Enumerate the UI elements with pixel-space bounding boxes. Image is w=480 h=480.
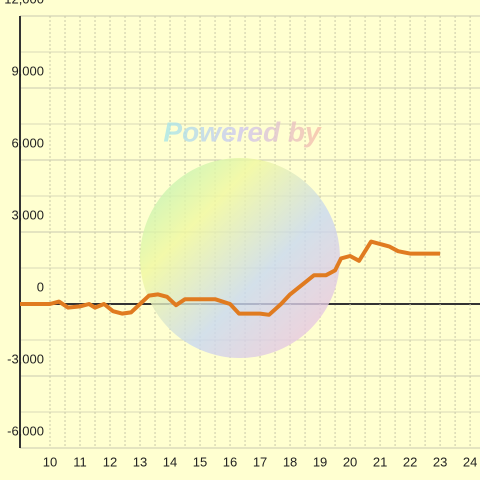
x-tick-label: 16: [223, 454, 237, 469]
y-tick-label: 3,000: [11, 207, 44, 222]
x-tick-label: 18: [283, 454, 297, 469]
y-tick-label: -3,000: [7, 351, 44, 366]
x-tick-label: 14: [163, 454, 177, 469]
y-tick-label: 0: [37, 279, 44, 294]
x-tick-label: 12: [103, 454, 117, 469]
watermark: Powered by: [163, 116, 322, 147]
x-tick-label: 24: [463, 454, 477, 469]
y-tick-label: 12,000: [4, 0, 44, 6]
x-tick-label: 21: [373, 454, 387, 469]
x-tick-label: 13: [133, 454, 147, 469]
x-tick-label: 19: [313, 454, 327, 469]
x-tick-label: 17: [253, 454, 267, 469]
y-tick-label: 9,000: [11, 63, 44, 78]
watermark-logo: [140, 158, 340, 358]
x-tick-label: 11: [73, 454, 87, 469]
y-tick-label: -6,000: [7, 423, 44, 438]
x-tick-label: 22: [403, 454, 417, 469]
x-tick-label: 20: [343, 454, 357, 469]
x-tick-label: 10: [43, 454, 57, 469]
x-tick-label: 23: [433, 454, 447, 469]
data-line: [20, 239, 441, 317]
x-tick-label: 15: [193, 454, 207, 469]
y-tick-label: 6,000: [11, 135, 44, 150]
